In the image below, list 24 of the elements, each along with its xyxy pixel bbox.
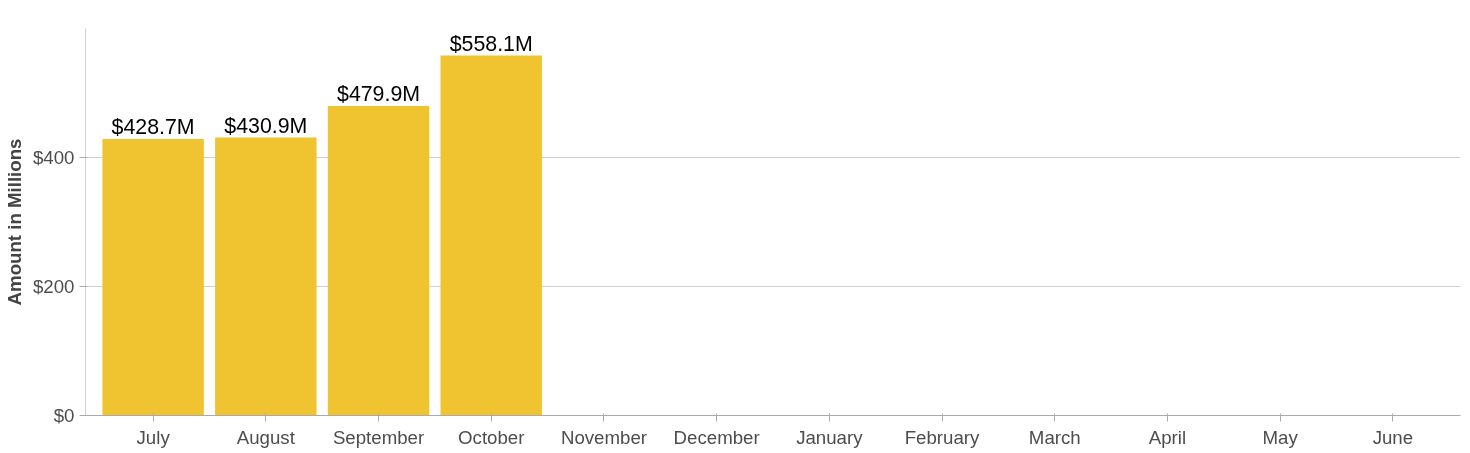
data-label: $428.7M bbox=[111, 114, 195, 139]
y-axis-title: Amount in Millions bbox=[4, 138, 25, 306]
data-label: $430.9M bbox=[224, 113, 308, 138]
bar bbox=[327, 105, 430, 416]
x-tick-label: August bbox=[236, 426, 296, 448]
x-tick-label: June bbox=[1372, 426, 1414, 448]
x-tick-label: April bbox=[1148, 426, 1187, 448]
bar bbox=[215, 137, 317, 416]
x-tick-label: December bbox=[673, 426, 760, 448]
x-tick-label: November bbox=[560, 426, 647, 448]
x-tick-label: May bbox=[1262, 426, 1299, 448]
x-tick-label: October bbox=[458, 426, 525, 448]
x-tick-label: January bbox=[796, 426, 864, 448]
x-tick-label: July bbox=[136, 426, 171, 448]
y-tick-label: $400 bbox=[33, 147, 75, 168]
bar bbox=[102, 138, 204, 416]
x-tick-label: February bbox=[904, 426, 981, 448]
x-tick-label: March bbox=[1028, 426, 1081, 448]
y-tick-label: $200 bbox=[33, 276, 75, 297]
y-tick-label: $0 bbox=[53, 405, 75, 426]
x-tick-label: September bbox=[332, 426, 425, 448]
data-label: $479.9M bbox=[337, 81, 421, 106]
data-label: $558.1M bbox=[449, 31, 533, 56]
bar bbox=[440, 55, 542, 416]
